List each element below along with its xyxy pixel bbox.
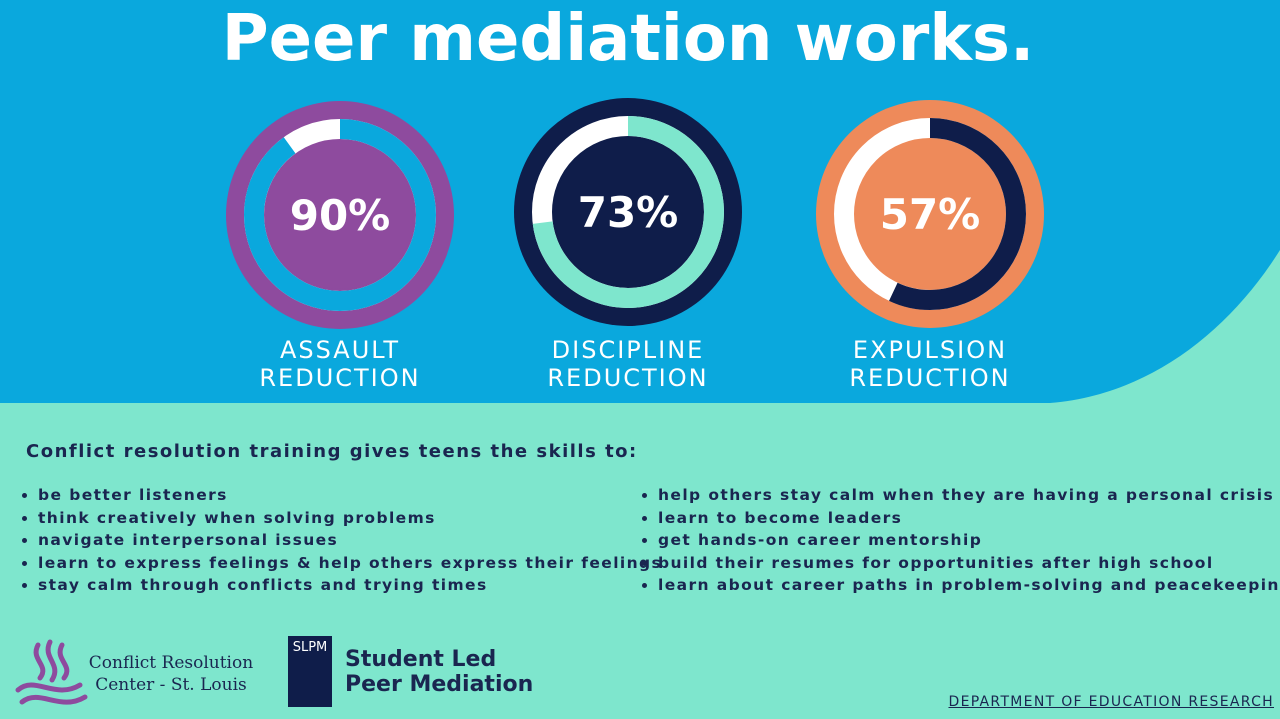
slpm-mark: SLPM [288, 636, 332, 707]
donut-value-label: 73% [578, 188, 679, 237]
donut-value-label: 90% [290, 191, 391, 240]
donut-arc [244, 119, 436, 311]
skill-item: think creatively when solving problems [38, 507, 662, 530]
donut-arc [834, 118, 1026, 310]
skill-item: learn to express feelings & help others … [38, 552, 662, 575]
footer-link[interactable]: DEPARTMENT OF EDUCATION RESEARCH [948, 694, 1274, 710]
donut-title: EXPULSION REDUCTION [849, 336, 1011, 392]
skill-item: navigate interpersonal issues [38, 529, 662, 552]
skill-item: be better listeners [38, 484, 662, 507]
skill-item: get hands-on career mentorship [658, 529, 1280, 552]
donut-center [554, 138, 702, 286]
skill-item: learn to become leaders [658, 507, 1280, 530]
donut-value-label: 57% [880, 190, 981, 239]
title: Peer mediation works. [221, 2, 1035, 76]
crc-name: Conflict Resolution Center - St. Louis [88, 653, 254, 695]
skills-heading: Conflict resolution training gives teens… [26, 441, 638, 462]
skill-item: stay calm through conflicts and trying t… [38, 574, 662, 597]
skill-item: build their resumes for opportunities af… [658, 552, 1280, 575]
donut-center [856, 140, 1004, 288]
crc-logo [15, 639, 88, 705]
skills-right: help others stay calm when they are havi… [640, 484, 1280, 597]
donut-center [266, 141, 414, 289]
skills-left: be better listenersthink creatively when… [20, 484, 662, 597]
donut-title: ASSAULT REDUCTION [259, 336, 421, 392]
slpm-name: Student Led Peer Mediation [345, 647, 534, 697]
skill-item: learn about career paths in problem-solv… [658, 574, 1280, 597]
donut-arc [532, 116, 724, 308]
skill-item: help others stay calm when they are havi… [658, 484, 1280, 507]
donut-title: DISCIPLINE REDUCTION [547, 336, 709, 392]
